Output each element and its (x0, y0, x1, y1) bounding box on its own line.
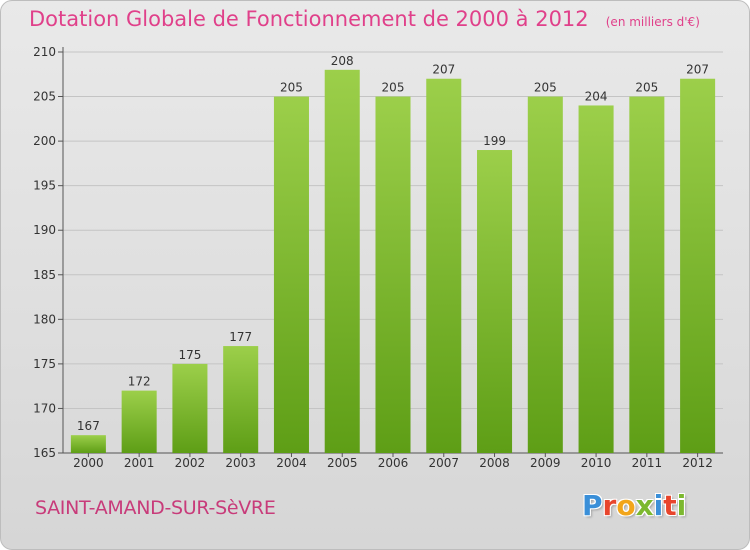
y-tick-label: 165 (33, 446, 56, 460)
x-tick-label-2004: 2004 (276, 456, 307, 470)
data-label-2000: 167 (77, 419, 100, 433)
data-label-2006: 205 (382, 81, 405, 95)
y-tick-label: 170 (33, 401, 56, 415)
data-label-2001: 172 (128, 375, 151, 389)
y-tick-label: 205 (33, 90, 56, 104)
y-tick-label: 195 (33, 179, 56, 193)
x-tick-label-2011: 2011 (632, 456, 663, 470)
data-label-2012: 207 (686, 63, 709, 77)
bar-2006 (375, 96, 411, 454)
data-label-2002: 175 (178, 348, 201, 362)
x-tick-label-2012: 2012 (682, 456, 713, 470)
labels: 165 170 175 180 185 190 195 200 205 210 167 2000 172… (33, 45, 713, 470)
x-tick-label-2008: 2008 (479, 456, 510, 470)
x-tick-label-2001: 2001 (124, 456, 155, 470)
logo-letter: P (582, 489, 603, 522)
data-label-2005: 208 (331, 54, 354, 68)
x-tick-label-2010: 2010 (581, 456, 612, 470)
bar-2012 (680, 78, 716, 453)
x-tick-label-2007: 2007 (428, 456, 459, 470)
bar-2011 (629, 96, 665, 454)
bar-2007 (426, 78, 462, 453)
x-tick-label-2000: 2000 (73, 456, 104, 470)
bar-2009 (527, 96, 563, 454)
proxiti-logo[interactable]: Proxiti (582, 489, 686, 522)
data-label-2007: 207 (432, 63, 455, 77)
y-tick-label: 210 (33, 45, 56, 59)
x-tick-label-2006: 2006 (378, 456, 409, 470)
chart-title: Dotation Globale de Fonctionnement de 20… (29, 7, 589, 31)
y-tick-label: 190 (33, 223, 56, 237)
logo-letter: i (676, 489, 687, 522)
bar-2000 (70, 435, 106, 453)
logo-letter: o (616, 489, 636, 522)
x-tick-label-2005: 2005 (327, 456, 358, 470)
bar-2003 (223, 346, 259, 453)
x-tick-label-2002: 2002 (175, 456, 206, 470)
chart-subtitle: (en milliers d'€) (605, 15, 700, 29)
logo-letter: i (653, 489, 664, 522)
bar-2005 (324, 69, 360, 454)
bar-2002 (172, 363, 208, 453)
chart-header: Dotation Globale de Fonctionnement de 20… (29, 7, 700, 31)
data-label-2004: 205 (280, 81, 303, 95)
bar-2010 (578, 105, 614, 453)
y-tick-label: 175 (33, 357, 56, 371)
bar-2004 (273, 96, 309, 454)
data-label-2010: 204 (585, 89, 608, 103)
data-label-2008: 199 (483, 134, 506, 148)
data-label-2003: 177 (229, 330, 252, 344)
logo-letter: t (663, 489, 677, 522)
y-tick-label: 180 (33, 312, 56, 326)
bars (70, 69, 716, 454)
logo-letter: x (635, 489, 654, 522)
commune-name: SAINT-AMAND-SUR-SèVRE (35, 497, 276, 519)
x-tick-label-2009: 2009 (530, 456, 561, 470)
bar-2008 (477, 150, 513, 453)
bar-2001 (121, 390, 157, 453)
y-tick-label: 200 (33, 134, 56, 148)
logo-letter: r (602, 489, 617, 522)
x-tick-label-2003: 2003 (225, 456, 256, 470)
data-label-2011: 205 (635, 81, 658, 95)
y-tick-label: 185 (33, 268, 56, 282)
data-label-2009: 205 (534, 81, 557, 95)
